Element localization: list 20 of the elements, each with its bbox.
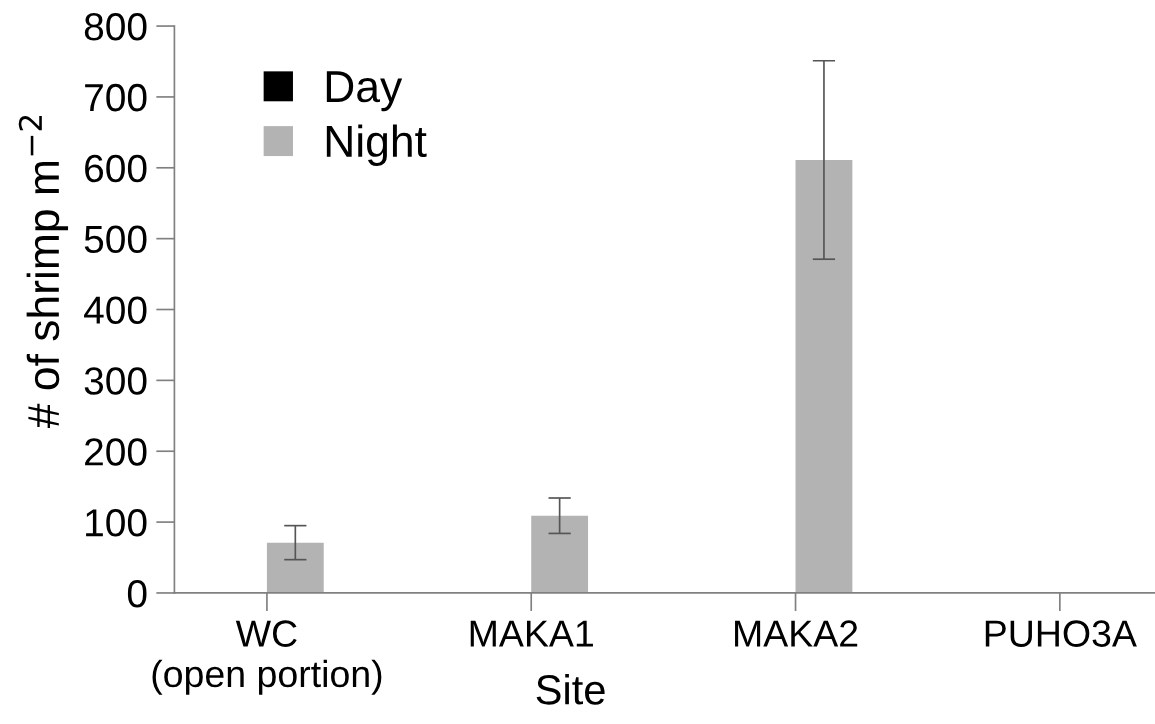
y-tick-label: 400 [84, 296, 147, 324]
bar [795, 159, 853, 593]
y-axis-title: # of shrimp m$^{−2}$ [18, 115, 69, 429]
x-tick-label: MAKA2 [735, 620, 858, 647]
y-tick-label: 200 [85, 438, 147, 466]
legend-label: Night [326, 124, 427, 166]
y-tick-label: 100 [86, 509, 147, 537]
y-tick-label: 700 [85, 83, 147, 112]
y-tick-label: 0 [127, 579, 147, 608]
legend-label: Day [326, 71, 403, 112]
x-tick-label: MAKA1 [470, 620, 593, 647]
x-tick-label: WC (open portion) [152, 620, 382, 695]
y-tick-label: 800 [84, 13, 147, 41]
x-axis-title: Site [536, 674, 605, 705]
x-tick-label: PUHO3A [985, 620, 1137, 647]
y-tick-label: 600 [85, 154, 147, 183]
y-tick-label: 500 [84, 225, 147, 254]
y-tick-label: 300 [84, 367, 147, 395]
bar [531, 515, 589, 593]
bar [266, 542, 324, 593]
